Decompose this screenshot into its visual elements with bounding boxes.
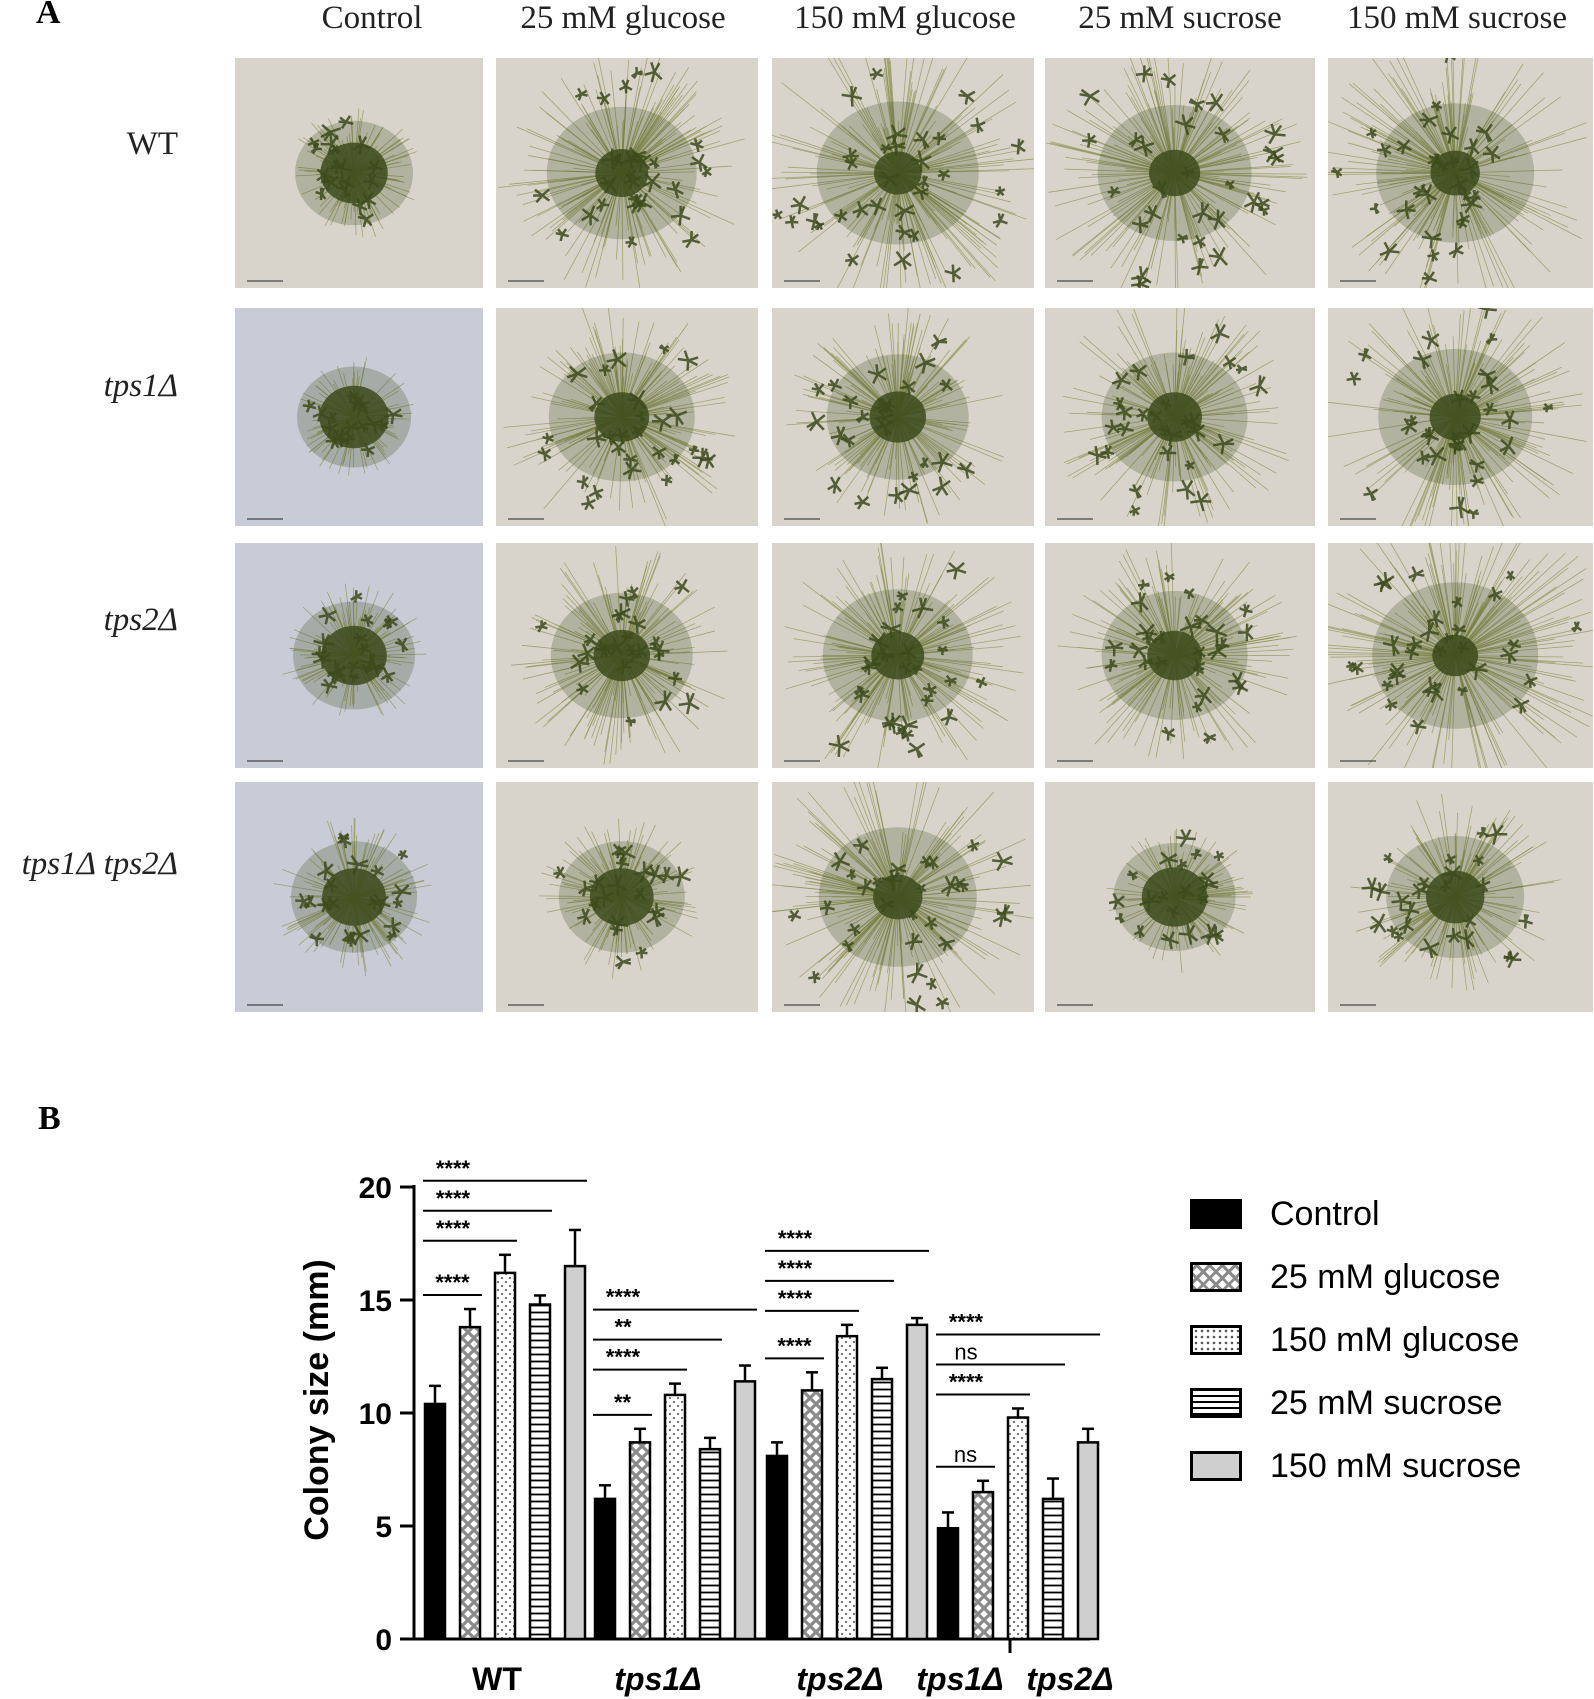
colony-photo: [496, 543, 758, 768]
bar: [733, 1380, 757, 1641]
bar: [698, 1447, 722, 1641]
legend-label: 150 mM sucrose: [1270, 1447, 1522, 1485]
column-header: Control: [321, 0, 423, 36]
significance-label: ****: [606, 1345, 641, 1370]
y-tick-label: 20: [359, 1172, 392, 1205]
bar: [835, 1334, 859, 1641]
bar: [423, 1402, 447, 1641]
y-tick-label: 15: [359, 1285, 392, 1318]
bar-chart: 0 5 10 15 20 Colony size (mm) WT tps1Δ tps2Δ tps1…: [298, 1156, 1114, 1697]
bar: [905, 1323, 929, 1641]
row-label: tps1Δ tps2Δ: [21, 846, 178, 882]
column-header: 150 mM sucrose: [1347, 0, 1567, 36]
legend-swatch: [1190, 1325, 1242, 1355]
x-tick-label: tps2Δ: [1026, 1661, 1113, 1697]
x-tick-label: tps2Δ: [796, 1661, 883, 1697]
panel-a-letter: A: [36, 0, 61, 31]
significance-label: **: [614, 1315, 632, 1340]
significance-label: ****: [436, 1186, 471, 1211]
bar: [800, 1389, 824, 1641]
row-label: tps1Δ: [103, 368, 178, 404]
legend-swatch: [1190, 1199, 1242, 1229]
colony-photo: [1328, 308, 1593, 526]
bar: [528, 1303, 552, 1641]
legend-label: Control: [1270, 1195, 1380, 1233]
x-tick-label: tps1Δ: [614, 1661, 701, 1697]
significance-label: ****: [435, 1270, 470, 1295]
y-tick-label: 10: [359, 1398, 392, 1431]
significance-label: ****: [606, 1285, 641, 1310]
legend-swatch: [1190, 1388, 1242, 1418]
significance-label: ns: [954, 1339, 977, 1364]
significance-label: **: [614, 1390, 632, 1415]
colony-photo: [1328, 782, 1593, 1012]
bar: [493, 1271, 517, 1641]
colony-photo: [235, 543, 483, 768]
colony-photo: [772, 58, 1034, 288]
colony-photo: [496, 308, 758, 526]
significance-label: ****: [436, 1156, 471, 1181]
colony-photo: [772, 308, 1034, 526]
colony-photo: [235, 308, 483, 526]
legend-swatch: [1190, 1262, 1242, 1292]
colony-photo: [1045, 782, 1315, 1012]
colony-photo: [772, 543, 1034, 768]
legend-label: 25 mM sucrose: [1270, 1384, 1503, 1422]
column-header: 150 mM glucose: [794, 0, 1016, 36]
y-axis-label: Colony size (mm): [298, 1259, 336, 1540]
colony-photo: [496, 782, 758, 1012]
significance-label: ****: [778, 1226, 813, 1251]
significance-label: ****: [777, 1333, 812, 1358]
bar: [628, 1441, 652, 1641]
legend-label: 150 mM glucose: [1270, 1321, 1520, 1359]
colony-photo: [1328, 543, 1593, 768]
y-tick-label: 0: [375, 1624, 392, 1657]
x-tick-label: tps1Δ: [916, 1661, 1003, 1697]
y-tick-label: 5: [375, 1511, 392, 1544]
colony-photo: [772, 782, 1034, 1012]
bar: [870, 1377, 894, 1641]
x-tick-label: WT: [472, 1661, 522, 1697]
bar: [593, 1497, 617, 1641]
legend-label: 25 mM glucose: [1270, 1258, 1501, 1296]
colony-photo: [1045, 543, 1315, 768]
bar: [458, 1325, 482, 1641]
significance-label: ****: [949, 1309, 984, 1334]
row-label: tps2Δ: [103, 602, 178, 638]
significance-label: ****: [949, 1369, 984, 1394]
row-label: WT: [126, 126, 178, 162]
bar: [936, 1527, 960, 1641]
bar: [971, 1490, 995, 1641]
bar: [765, 1454, 789, 1641]
column-header: 25 mM sucrose: [1078, 0, 1282, 36]
legend-swatch: [1190, 1451, 1242, 1481]
colony-photo: [235, 782, 483, 1012]
significance-label: ****: [778, 1286, 813, 1311]
panel-b-letter: B: [38, 1100, 61, 1137]
bar: [663, 1393, 687, 1641]
significance-label: ns: [954, 1442, 977, 1467]
bar: [1076, 1441, 1100, 1641]
bar: [1006, 1416, 1030, 1641]
colony-photo: [496, 58, 758, 288]
colony-photo: [1045, 58, 1315, 288]
colony-photo: [1045, 308, 1315, 526]
colony-photo: [235, 58, 483, 288]
significance-label: ****: [778, 1256, 813, 1281]
bar: [1041, 1497, 1065, 1641]
column-header: 25 mM glucose: [520, 0, 726, 36]
bar: [563, 1264, 587, 1641]
significance-label: ****: [436, 1216, 471, 1241]
colony-photo: [1328, 58, 1593, 288]
